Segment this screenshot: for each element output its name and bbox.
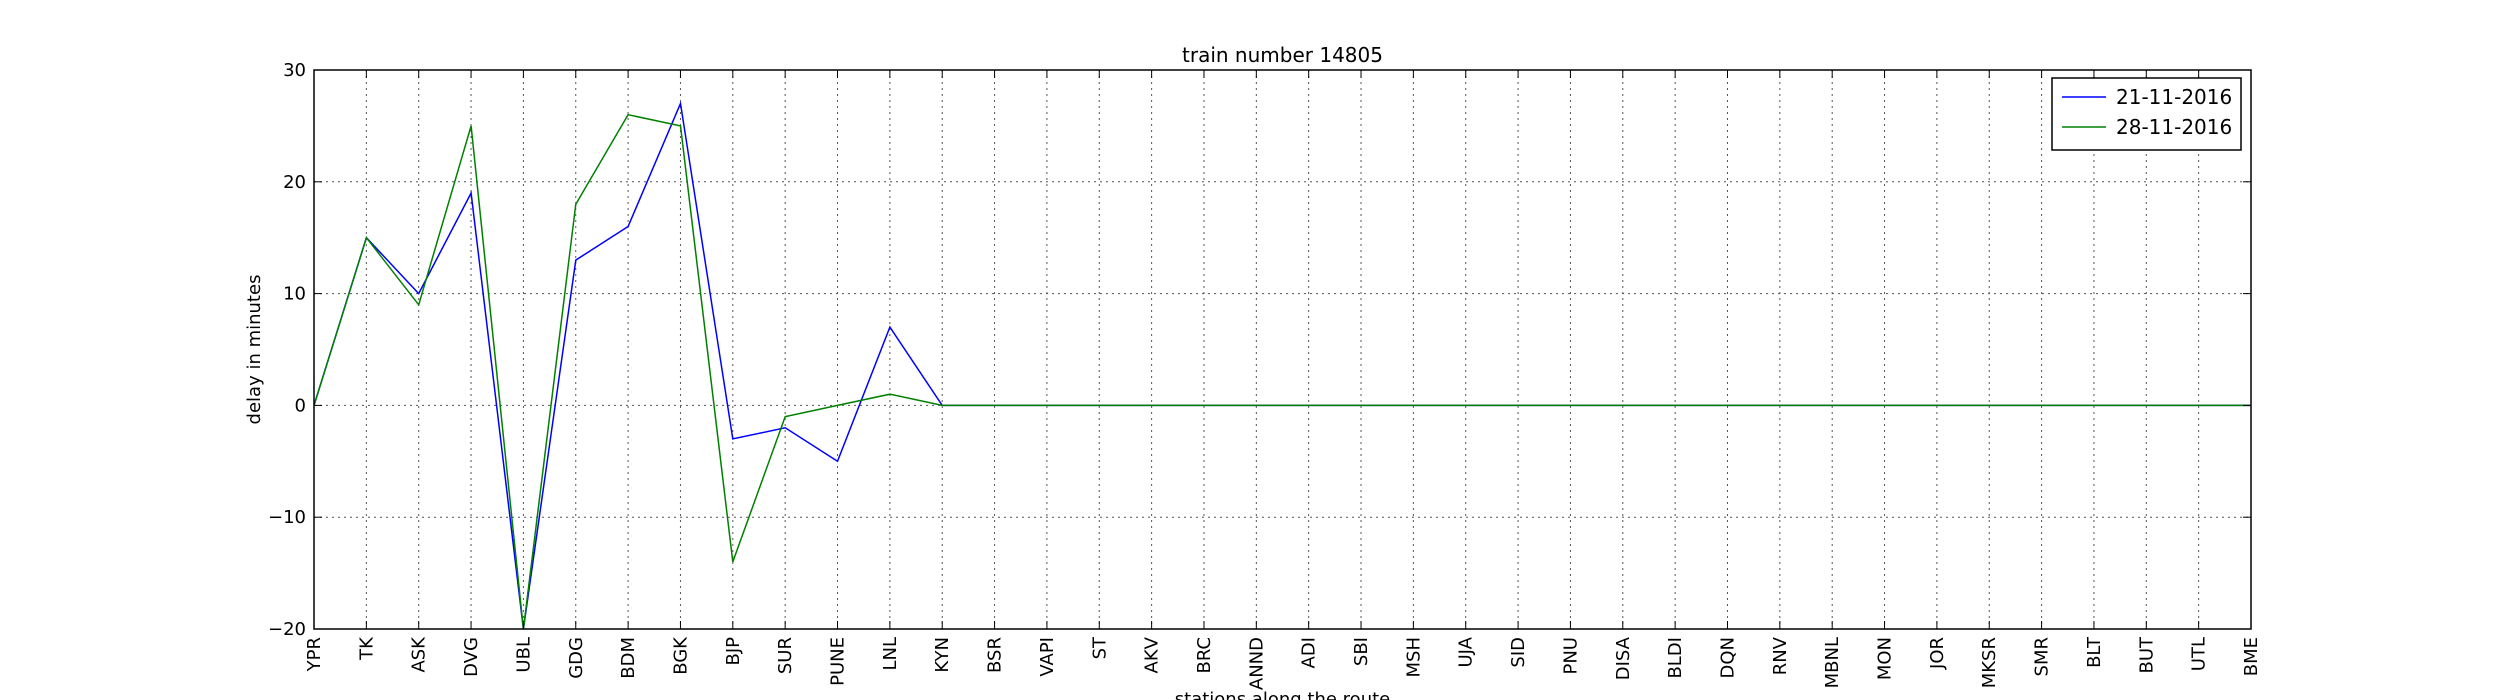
x-tick-label: TK: [356, 636, 377, 661]
x-tick-label: PUNE: [828, 637, 849, 686]
x-tick-label: BRC: [1194, 637, 1215, 674]
x-tick-label: VAPI: [1037, 637, 1058, 677]
x-tick-label: SMR: [2032, 637, 2053, 676]
x-tick-label: SID: [1508, 637, 1529, 668]
x-tick-label: BDM: [618, 637, 639, 679]
x-tick-label: KYN: [932, 637, 953, 673]
x-tick-label: DISA: [1613, 636, 1634, 680]
x-tick-label: MON: [1875, 637, 1896, 680]
legend-items: 21-11-2016 28-11-2016: [2062, 85, 2232, 139]
x-tick-label: SBI: [1351, 637, 1372, 666]
x-axis-ticks: YPR TK ASK DVG UBL GDG BDM BGK BJP SUR PUNE LNL KYN B…: [304, 70, 2262, 690]
x-tick-label: JOR: [1927, 637, 1948, 670]
series-line-2: [313, 113, 2251, 630]
x-tick-label: GDG: [566, 637, 587, 679]
plot-frame: [313, 69, 2252, 630]
x-tick-label: MKSR: [1979, 637, 2000, 688]
x-tick-label: BJP: [723, 637, 744, 666]
legend-box: [2051, 77, 2242, 151]
x-tick-label: MBNL: [1822, 637, 1843, 688]
x-tick-label: BME: [2241, 637, 2262, 676]
chart-title: train number 14805: [1182, 43, 1383, 67]
x-axis-label: stations along the route: [1175, 689, 1390, 700]
x-tick-label: BUT: [2136, 636, 2157, 674]
y-axis-label: delay in minutes: [244, 275, 265, 425]
x-tick-label: PNU: [1560, 637, 1581, 675]
series-lines: [313, 100, 2251, 630]
y-tick-label: 0: [295, 395, 306, 416]
legend-label: 28-11-2016: [2116, 115, 2232, 139]
x-tick-label: LNL: [880, 637, 901, 671]
x-tick-label: UJA: [1456, 636, 1477, 667]
x-tick-label: MSH: [1403, 637, 1424, 678]
x-tick-label: BLDI: [1665, 637, 1686, 679]
x-tick-label: BSR: [985, 637, 1006, 673]
x-tick-label: DQN: [1717, 637, 1738, 679]
x-tick-label: UBL: [513, 637, 534, 673]
x-tick-label: RNV: [1770, 636, 1791, 675]
x-tick-label: ADI: [1299, 637, 1320, 668]
y-tick-label: −10: [268, 507, 306, 528]
x-tick-label: ANND: [1246, 637, 1267, 690]
legend-label: 21-11-2016: [2116, 85, 2232, 109]
x-tick-label: DVG: [461, 637, 482, 677]
x-tick-label: SUR: [775, 637, 796, 674]
y-tick-label: 10: [283, 284, 306, 305]
y-tick-label: −20: [268, 619, 306, 640]
y-tick-label: 20: [283, 172, 306, 193]
x-tick-label: ST: [1089, 636, 1110, 659]
x-tick-label: BLT: [2084, 636, 2105, 668]
x-tick-label: BGK: [670, 636, 691, 675]
x-tick-label: UTL: [2189, 637, 2210, 671]
y-axis-ticks: −20 −10 0 10 20 30: [268, 60, 2251, 640]
y-tick-label: 30: [283, 60, 306, 81]
x-tick-label: AKV: [1142, 636, 1163, 673]
x-tick-label: YPR: [304, 637, 325, 672]
x-tick-label: ASK: [409, 636, 430, 673]
legend: 21-11-2016 28-11-2016: [2051, 77, 2242, 151]
